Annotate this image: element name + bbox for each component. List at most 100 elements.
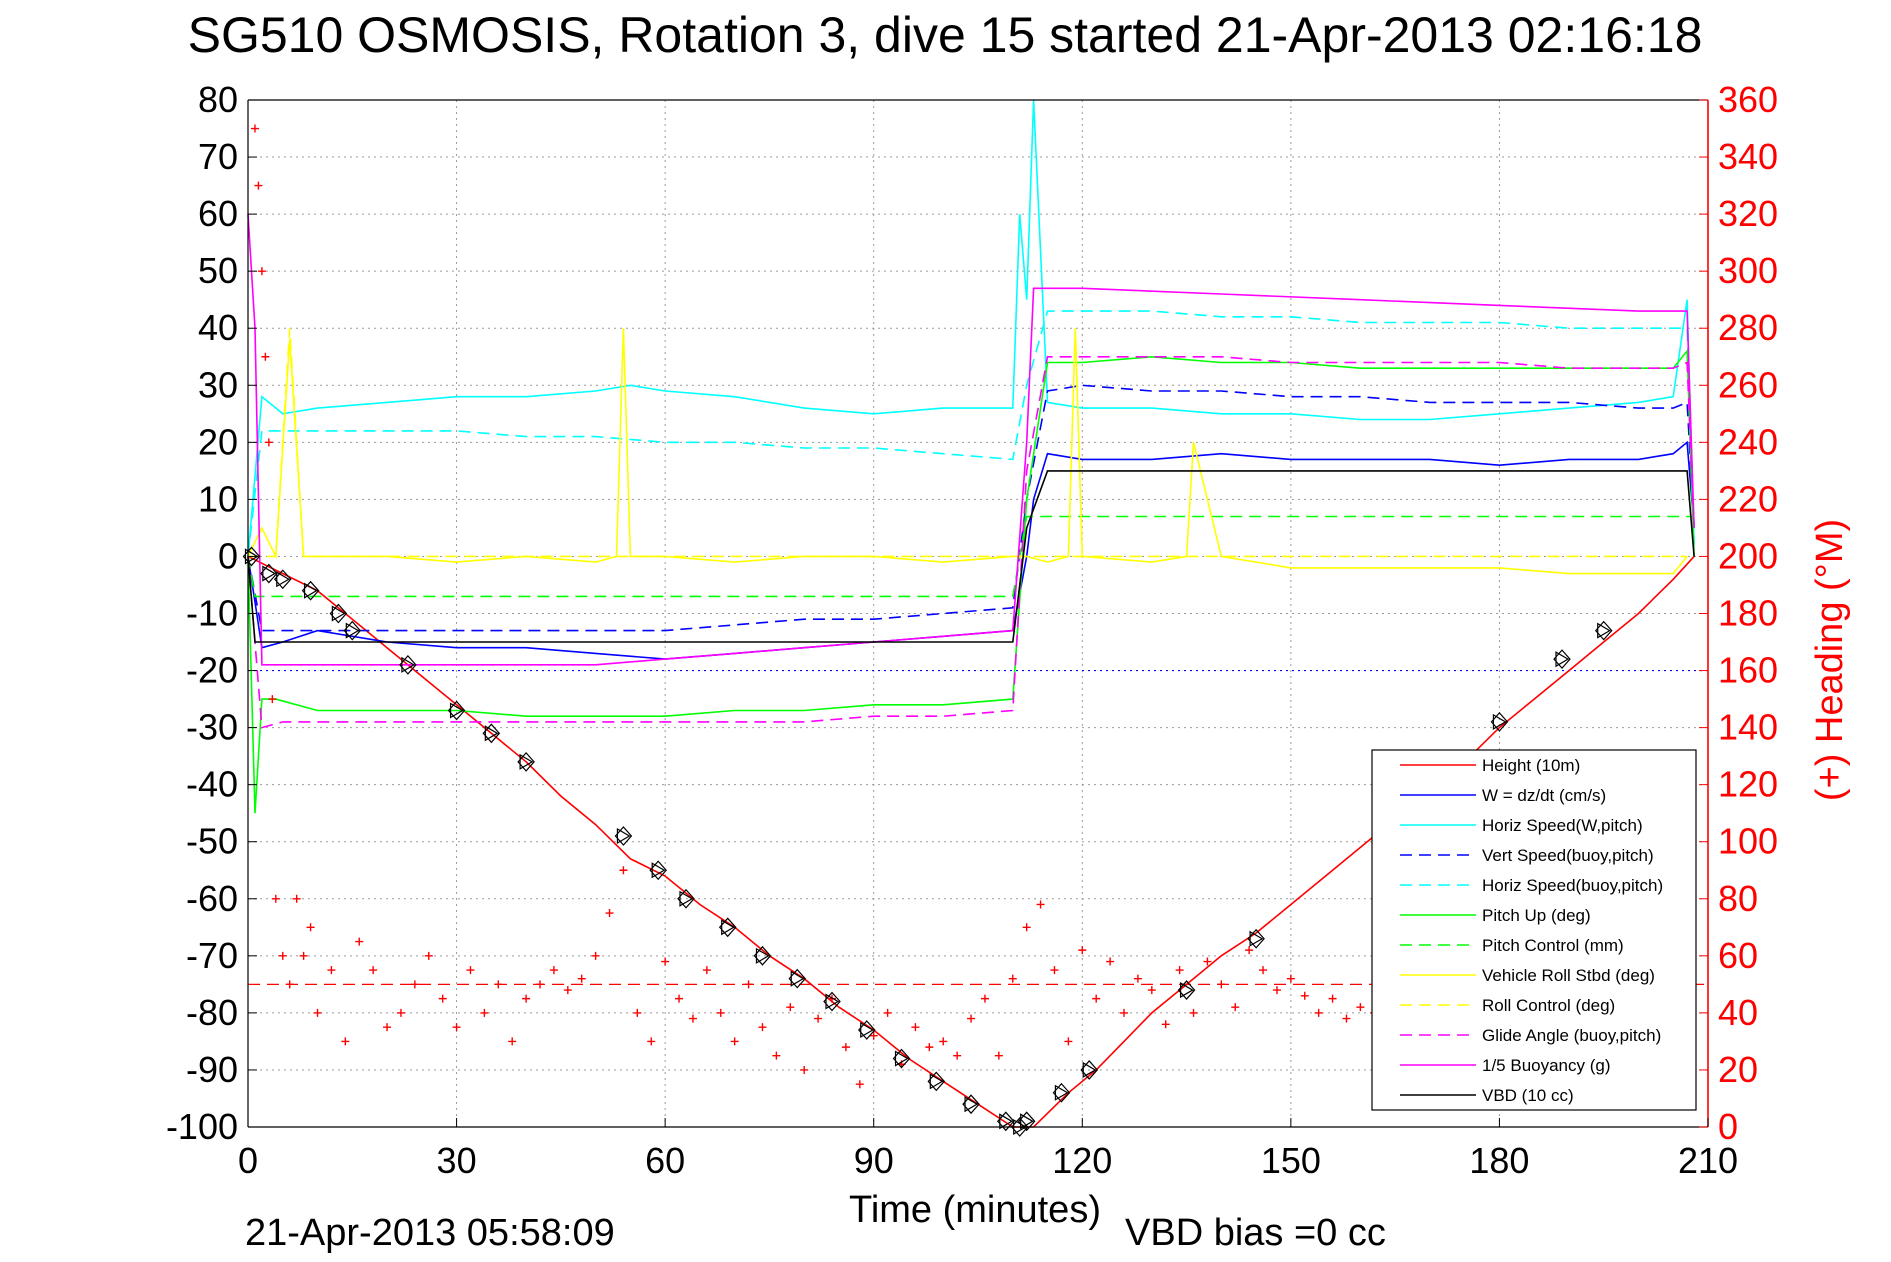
heading-point (261, 352, 270, 361)
y-tick-label: -60 (186, 878, 238, 919)
heading-point (563, 986, 572, 995)
y-tick-label: -10 (186, 593, 238, 634)
y-right-tick-label: 80 (1718, 878, 1758, 919)
y-tick-label: 0 (218, 535, 238, 576)
legend-label: Pitch Up (deg) (1482, 906, 1591, 925)
y-right-tick-label: 60 (1718, 935, 1758, 976)
heading-point (744, 980, 753, 989)
heading-point (1064, 1037, 1073, 1046)
heading-point (369, 966, 378, 975)
x-tick-label: 210 (1678, 1140, 1738, 1181)
dive-marker (1177, 980, 1196, 1000)
heading-point (1050, 966, 1059, 975)
heading-point (591, 951, 600, 960)
y-axis-left-ticks: 80 70 60 50 40 30 20 10 0 -10 -20 -30 -40 -50 -60 -70 -8… (166, 79, 257, 1147)
dive-marker (1052, 1082, 1071, 1103)
heading-point (911, 1023, 920, 1032)
y-right-tick-label: 140 (1718, 707, 1778, 748)
y-tick-label: -50 (186, 821, 238, 862)
heading-point (633, 1008, 642, 1017)
dive-marker (329, 603, 348, 624)
x-tick-label: 90 (854, 1140, 894, 1181)
dive-marker (614, 826, 633, 846)
heading-point (786, 1003, 795, 1012)
heading-point (730, 1037, 739, 1046)
legend-label: Horiz Speed(buoy,pitch) (1482, 876, 1663, 895)
x-axis-ticks: 0 30 60 90 120 150 180 210 (238, 1118, 1738, 1181)
heading-point (355, 937, 364, 946)
heading-point (271, 894, 280, 903)
heading-point (1300, 991, 1309, 1000)
heading-point (925, 1043, 934, 1052)
y-tick-label: -90 (186, 1049, 238, 1090)
legend-label: Vehicle Roll Stbd (deg) (1482, 966, 1655, 985)
heading-point (675, 994, 684, 1003)
heading-point (1314, 1008, 1323, 1017)
y-axis-right-ticks: 3603403203002802602402202001801601401201… (1699, 79, 1778, 1147)
heading-point (953, 1051, 962, 1060)
series-line-9 (248, 328, 1688, 558)
y-right-tick-label: 260 (1718, 364, 1778, 405)
heading-point (268, 695, 277, 704)
y-right-tick-label: 360 (1718, 79, 1778, 120)
heading-point (1133, 974, 1142, 983)
series-line-3 (247, 99, 1695, 557)
dive-marker (517, 751, 535, 772)
y-right-tick-label: 320 (1718, 193, 1778, 234)
dive-marker (343, 620, 362, 641)
legend: Height (10m) W = dz/dt (cm/s) Horiz Speed(… (1371, 749, 1697, 1111)
heading-point (299, 951, 308, 960)
heading-point (278, 951, 287, 960)
heading-point (814, 1014, 823, 1023)
x-tick-label: 150 (1261, 1140, 1321, 1181)
heading-point (257, 267, 266, 276)
dive-marker (857, 1020, 876, 1040)
heading-point (647, 1037, 656, 1046)
dive-marker (399, 654, 417, 675)
heading-point (939, 1037, 948, 1046)
dive-marker (718, 917, 737, 938)
dive-marker (1490, 712, 1509, 732)
dive-marker (447, 700, 466, 721)
y-right-tick-label: 240 (1718, 421, 1778, 462)
heading-point (619, 866, 628, 875)
heading-point (424, 951, 433, 960)
heading-point (1189, 1008, 1198, 1017)
heading-point (341, 1037, 350, 1046)
heading-point (688, 1014, 697, 1023)
x-axis-label: Time (minutes) (849, 1189, 1101, 1231)
y-tick-label: -40 (186, 764, 238, 805)
heading-point (250, 124, 259, 133)
x-tick-label: 60 (645, 1140, 685, 1181)
footer-date: 21-Apr-2013 05:58:09 (245, 1212, 615, 1254)
legend-label: Glide Angle (buoy,pitch) (1482, 1026, 1661, 1045)
heading-point (577, 974, 586, 983)
heading-point (410, 980, 419, 989)
heading-point (494, 980, 503, 989)
legend-label: 1/5 Buoyancy (g) (1482, 1056, 1611, 1075)
heading-point (264, 438, 273, 447)
dive-marker (753, 945, 772, 966)
heading-point (1078, 946, 1087, 955)
heading-point (1092, 994, 1101, 1003)
heading-point (1342, 1014, 1351, 1023)
heading-point (452, 1023, 461, 1032)
heading-point (967, 1014, 976, 1023)
dive-marker (892, 1048, 911, 1069)
y-tick-label: 40 (198, 307, 238, 348)
dive-marker (1553, 649, 1571, 670)
heading-point (254, 181, 263, 190)
heading-point (1120, 1008, 1128, 1017)
heading-point (522, 994, 531, 1003)
y-tick-label: -20 (186, 650, 238, 691)
y-right-tick-label: 300 (1718, 250, 1778, 291)
legend-label: Horiz Speed(W,pitch) (1482, 816, 1643, 835)
heading-point (883, 1008, 892, 1017)
x-tick-label: 0 (238, 1140, 258, 1181)
y-tick-label: -80 (186, 992, 238, 1033)
y-tick-label: 80 (198, 79, 238, 120)
heading-point (1106, 957, 1115, 966)
y-right-tick-label: 0 (1718, 1106, 1738, 1147)
y-right-tick-label: 100 (1718, 821, 1778, 862)
heading-point (480, 1008, 489, 1017)
